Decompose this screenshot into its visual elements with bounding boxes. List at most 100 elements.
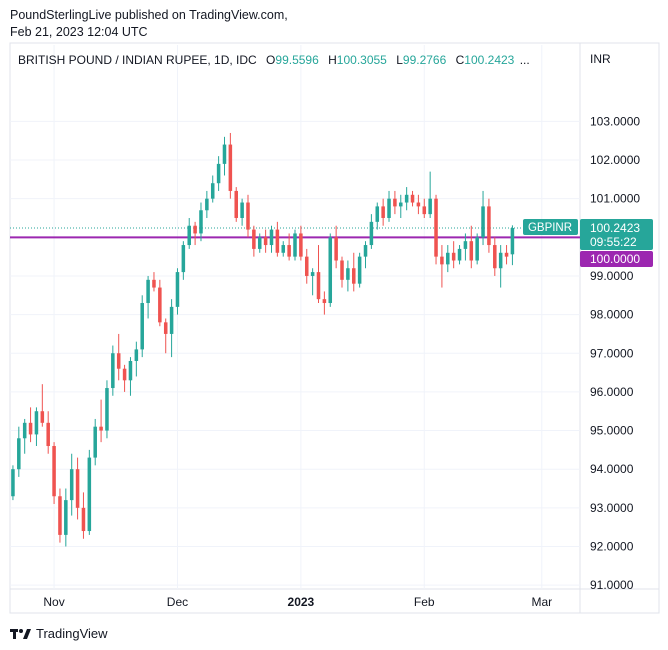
- candle-body[interactable]: [287, 245, 291, 257]
- candle-body[interactable]: [228, 144, 233, 191]
- x-tick-label: Nov: [43, 595, 64, 609]
- candle-body[interactable]: [352, 268, 356, 284]
- candle-body[interactable]: [451, 252, 456, 261]
- candle-body[interactable]: [475, 237, 479, 261]
- time-axis[interactable]: Nov Dec 2023 Feb Mar: [43, 595, 552, 609]
- candle-body[interactable]: [310, 272, 315, 276]
- candle-body[interactable]: [328, 237, 333, 304]
- candle-body[interactable]: [510, 228, 515, 255]
- candle-body[interactable]: [369, 221, 374, 246]
- candle-body[interactable]: [122, 368, 127, 381]
- candle-body[interactable]: [252, 229, 256, 249]
- candle-body[interactable]: [357, 256, 362, 284]
- candle-body[interactable]: [463, 241, 468, 249]
- candle-body[interactable]: [40, 411, 45, 423]
- candle-body[interactable]: [498, 252, 503, 269]
- last-price-tag[interactable]: GBPINR 100.2423 09:55:22: [523, 218, 653, 250]
- y-tick-label: 91.0000: [590, 578, 634, 592]
- candle-body[interactable]: [263, 237, 268, 246]
- candle-body[interactable]: [393, 198, 397, 207]
- candle-body[interactable]: [187, 225, 191, 246]
- candle-body[interactable]: [146, 279, 150, 304]
- candle-body[interactable]: [105, 388, 109, 431]
- candle-body[interactable]: [99, 426, 103, 431]
- candle-body[interactable]: [158, 287, 162, 323]
- candle-body[interactable]: [257, 237, 262, 249]
- candle-body[interactable]: [275, 229, 280, 253]
- y-tick-label: 97.0000: [590, 346, 634, 360]
- candle-body[interactable]: [375, 206, 380, 222]
- candle-body[interactable]: [493, 245, 497, 269]
- candle-body[interactable]: [434, 198, 438, 257]
- candles[interactable]: [11, 132, 515, 547]
- candle-body[interactable]: [416, 202, 421, 207]
- candle-body[interactable]: [481, 206, 485, 238]
- candle-body[interactable]: [404, 194, 409, 203]
- candle-body[interactable]: [240, 202, 244, 218]
- candle-body[interactable]: [69, 469, 74, 501]
- candle-body[interactable]: [387, 198, 391, 218]
- candle-body[interactable]: [340, 260, 344, 280]
- candle-body[interactable]: [422, 206, 427, 215]
- candle-body[interactable]: [17, 438, 21, 470]
- candle-body[interactable]: [116, 353, 121, 369]
- candle-body[interactable]: [469, 241, 474, 261]
- candle-body[interactable]: [246, 202, 250, 230]
- candle-body[interactable]: [304, 256, 309, 276]
- candle-body[interactable]: [64, 500, 68, 535]
- tradingview-logo[interactable]: TradingView: [10, 626, 108, 641]
- candle-body[interactable]: [175, 272, 180, 307]
- y-tick-label: 102.0000: [590, 153, 640, 167]
- candle-body[interactable]: [222, 144, 227, 164]
- candle-body[interactable]: [134, 349, 139, 361]
- candle-body[interactable]: [11, 469, 15, 497]
- candle-body[interactable]: [504, 252, 509, 257]
- price-axis[interactable]: 103.0000 102.0000 101.0000 99.0000 98.0000 97…: [590, 114, 640, 592]
- candle-body[interactable]: [52, 446, 56, 497]
- candle-body[interactable]: [152, 279, 156, 288]
- candle-body[interactable]: [46, 422, 50, 447]
- candle-body[interactable]: [199, 210, 203, 234]
- candle-body[interactable]: [428, 198, 432, 215]
- candle-body[interactable]: [234, 190, 238, 218]
- candle-body[interactable]: [22, 422, 27, 439]
- horizontal-line-tag[interactable]: 100.0000: [580, 250, 653, 267]
- candle-body[interactable]: [269, 229, 274, 246]
- high-value: 100.3055: [337, 53, 387, 67]
- candle-body[interactable]: [346, 268, 350, 280]
- candle-body[interactable]: [111, 353, 115, 389]
- x-tick-label: Mar: [531, 595, 552, 609]
- candle-body[interactable]: [93, 426, 97, 458]
- symbol-legend[interactable]: BRITISH POUND / INDIAN RUPEE, 1D, IDC O9…: [18, 53, 530, 67]
- candle-body[interactable]: [299, 233, 303, 257]
- candle-body[interactable]: [169, 306, 174, 334]
- candle-body[interactable]: [87, 457, 92, 532]
- candle-body[interactable]: [281, 245, 286, 253]
- candle-body[interactable]: [210, 183, 215, 199]
- candle-body[interactable]: [363, 245, 368, 257]
- candle-body[interactable]: [205, 198, 209, 211]
- candle-body[interactable]: [140, 303, 144, 350]
- candle-body[interactable]: [334, 237, 338, 261]
- candle-body[interactable]: [293, 233, 297, 257]
- candle-body[interactable]: [128, 360, 133, 381]
- candle-body[interactable]: [181, 245, 186, 273]
- candle-body[interactable]: [163, 322, 168, 334]
- candle-body[interactable]: [58, 496, 62, 535]
- candle-body[interactable]: [193, 225, 197, 234]
- candle-body[interactable]: [457, 248, 462, 261]
- candle-body[interactable]: [487, 206, 491, 246]
- candle-body[interactable]: [216, 163, 221, 184]
- candle-body[interactable]: [440, 256, 444, 265]
- candle-body[interactable]: [75, 469, 80, 508]
- candle-body[interactable]: [399, 202, 403, 207]
- candle-body[interactable]: [410, 194, 415, 203]
- candle-body[interactable]: [28, 422, 33, 435]
- candle-body[interactable]: [446, 252, 450, 265]
- candle-body[interactable]: [316, 272, 321, 300]
- candle-body[interactable]: [381, 206, 385, 218]
- candle-body[interactable]: [34, 411, 39, 435]
- candle-body[interactable]: [322, 299, 327, 304]
- candle-body[interactable]: [81, 507, 86, 532]
